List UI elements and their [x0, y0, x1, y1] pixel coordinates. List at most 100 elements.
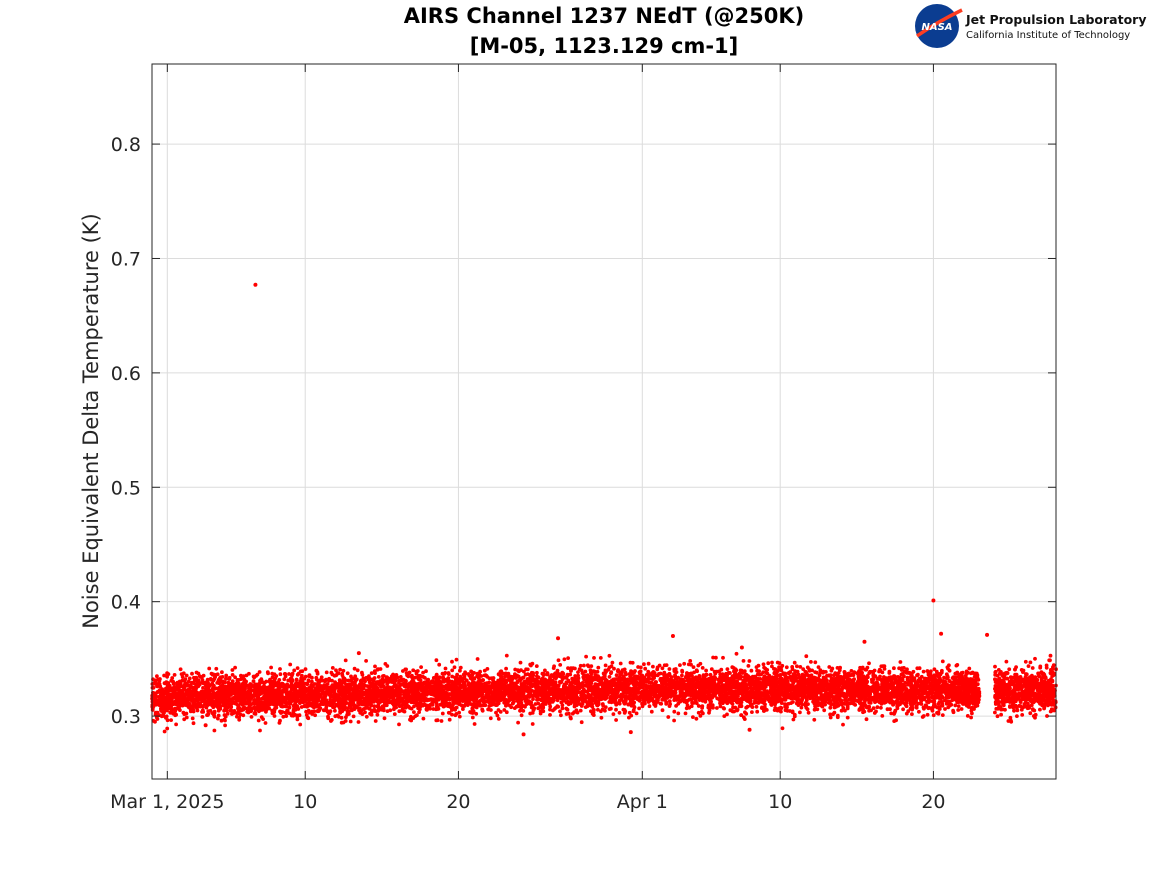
- data-point: [171, 682, 176, 686]
- data-point: [875, 705, 880, 710]
- data-point: [348, 719, 353, 724]
- data-point: [721, 655, 725, 660]
- data-point: [407, 670, 412, 675]
- data-point: [367, 680, 372, 685]
- data-point: [662, 663, 667, 668]
- data-point: [272, 714, 277, 718]
- data-point: [330, 666, 335, 670]
- data-point: [535, 670, 539, 675]
- data-point: [330, 678, 334, 683]
- data-point: [530, 722, 535, 726]
- data-point: [646, 669, 651, 674]
- data-point: [464, 678, 469, 683]
- data-point: [541, 673, 546, 677]
- data-point: [480, 708, 485, 713]
- nasa-swoosh-icon: [915, 8, 963, 38]
- data-point: [1012, 708, 1016, 713]
- data-point: [284, 714, 289, 718]
- data-point: [518, 660, 523, 665]
- data-point: [478, 669, 482, 674]
- data-point: [504, 710, 509, 715]
- data-point: [543, 668, 547, 673]
- data-point: [750, 710, 754, 714]
- data-point: [842, 670, 847, 675]
- data-point: [718, 675, 722, 679]
- data-point: [676, 711, 681, 716]
- data-point: [666, 715, 671, 719]
- data-point: [282, 677, 287, 682]
- data-point: [345, 712, 349, 717]
- data-point: [801, 667, 806, 671]
- data-point: [783, 674, 788, 679]
- data-point: [453, 713, 458, 718]
- data-point: [200, 710, 204, 714]
- data-point: [287, 705, 292, 710]
- data-point: [940, 659, 945, 664]
- data-point: [700, 704, 705, 709]
- data-point: [816, 696, 820, 701]
- data-point: [499, 669, 504, 674]
- data-point: [382, 716, 387, 721]
- data-point: [550, 700, 555, 704]
- data-point: [373, 719, 378, 723]
- data-point: [1016, 677, 1021, 682]
- data-point: [730, 702, 735, 706]
- data-point: [765, 689, 769, 694]
- data-point: [184, 673, 189, 678]
- data-point: [773, 706, 778, 710]
- data-point: [324, 670, 329, 675]
- data-point: [418, 678, 423, 683]
- data-point: [1023, 659, 1028, 664]
- data-point: [678, 663, 682, 667]
- jpl-logo: NASA Jet Propulsion Laboratory Californi…: [915, 4, 1146, 48]
- data-point: [1030, 666, 1035, 670]
- data-point: [940, 713, 945, 717]
- data-point: [312, 682, 317, 686]
- data-point: [721, 706, 726, 710]
- data-point: [725, 667, 730, 671]
- data-point: [734, 651, 739, 656]
- data-point: [926, 706, 931, 711]
- data-point: [993, 664, 997, 669]
- data-point: [739, 713, 743, 717]
- data-point: [932, 667, 937, 672]
- data-point: [538, 711, 543, 716]
- data-point: [560, 706, 565, 711]
- nasa-meatball-icon: [915, 4, 959, 48]
- data-point: [879, 705, 883, 710]
- data-point: [1038, 707, 1042, 712]
- data-point: [294, 677, 299, 682]
- data-point: [993, 669, 998, 674]
- plot-area: [152, 64, 1056, 779]
- data-point: [1011, 705, 1016, 710]
- data-point: [860, 670, 864, 675]
- data-point: [672, 718, 676, 723]
- data-point: [735, 700, 740, 705]
- data-point: [607, 653, 612, 658]
- data-point: [598, 656, 603, 660]
- data-point: [200, 715, 205, 719]
- data-point: [223, 723, 228, 728]
- data-point: [867, 661, 871, 666]
- data-point: [382, 674, 386, 678]
- data-point: [931, 713, 936, 718]
- data-point: [496, 717, 501, 721]
- data-point: [518, 708, 522, 713]
- data-point: [766, 661, 771, 666]
- nasa-badge-text: NASA: [921, 22, 952, 33]
- data-point: [485, 667, 490, 671]
- data-point: [504, 653, 509, 658]
- data-point: [993, 710, 997, 715]
- data-point: [184, 715, 189, 720]
- data-point: [412, 710, 416, 714]
- data-point: [956, 704, 961, 708]
- jpl-name: Jet Propulsion Laboratory: [965, 12, 1146, 27]
- data-point: [995, 673, 1000, 678]
- data-point: [534, 664, 539, 668]
- data-point: [190, 671, 194, 676]
- data-point: [269, 665, 273, 670]
- data-point: [725, 712, 729, 717]
- data-point: [744, 711, 749, 716]
- data-point: [660, 666, 665, 671]
- data-point: [187, 676, 192, 681]
